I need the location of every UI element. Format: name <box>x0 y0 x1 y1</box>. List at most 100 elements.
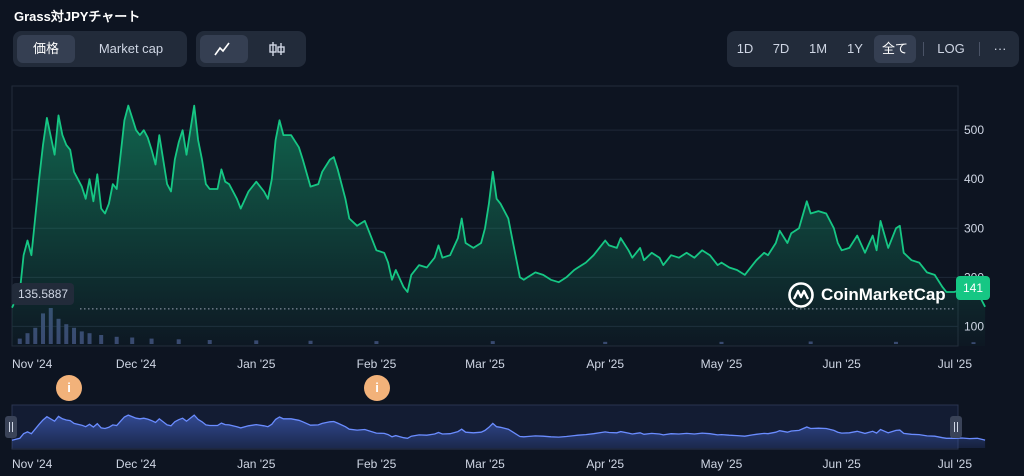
price-point <box>46 117 48 119</box>
price-point <box>755 259 757 261</box>
price-point <box>511 237 513 239</box>
price-point <box>616 247 618 249</box>
price-point <box>364 220 366 222</box>
price-point <box>426 266 428 268</box>
price-point <box>984 306 986 308</box>
candlestick-button[interactable] <box>254 35 302 63</box>
price-point <box>449 254 451 256</box>
x-tick-label: Jul '25 <box>938 357 973 371</box>
price-point <box>395 269 397 271</box>
price-point <box>887 247 889 249</box>
price-point <box>174 158 176 160</box>
range-7d-button[interactable]: 7D <box>772 41 790 56</box>
price-point <box>778 230 780 232</box>
price-point <box>84 198 86 200</box>
price-point <box>619 237 621 239</box>
x-tick-label: Jun '25 <box>823 357 862 371</box>
range-all-button[interactable]: 全て <box>874 35 916 63</box>
price-point <box>461 217 463 219</box>
price-point <box>825 212 827 214</box>
line-chart-icon <box>214 42 230 56</box>
price-point <box>837 242 839 244</box>
price-point <box>271 178 273 180</box>
price-point <box>899 225 901 227</box>
price-point <box>751 264 753 266</box>
price-point <box>658 256 660 258</box>
price-point <box>934 274 936 276</box>
price-point <box>480 242 482 244</box>
price-marketcap-toggle: 価格 Market cap <box>13 31 187 67</box>
price-point <box>216 188 218 190</box>
price-point <box>228 183 230 185</box>
price-point <box>42 144 44 146</box>
y-tick-label: 500 <box>964 123 984 137</box>
price-point <box>22 254 24 256</box>
price-point <box>329 158 331 160</box>
price-point <box>88 178 90 180</box>
price-point <box>457 237 459 239</box>
navigator-right-handle[interactable] <box>950 416 962 438</box>
price-point <box>73 171 75 173</box>
y-tick-label: 300 <box>964 221 984 235</box>
price-point <box>565 276 567 278</box>
price-point <box>441 256 443 258</box>
line-chart-button[interactable] <box>200 35 248 63</box>
price-point <box>736 269 738 271</box>
price-point <box>166 183 168 185</box>
y-tick-label: 400 <box>964 172 984 186</box>
range-1d-button[interactable]: 1D <box>736 41 754 56</box>
price-point <box>127 104 129 106</box>
event-marker[interactable]: i <box>364 375 390 401</box>
price-point <box>178 141 180 143</box>
x-tick-label: May '25 <box>701 357 743 371</box>
price-point <box>11 307 13 309</box>
price-point <box>255 180 257 182</box>
price-point <box>209 188 211 190</box>
more-options-button[interactable]: ··· <box>993 41 1007 56</box>
price-point <box>534 271 536 273</box>
price-point <box>205 183 207 185</box>
price-point <box>557 281 559 283</box>
x-tick-label: Nov '24 <box>12 357 53 371</box>
price-point <box>484 227 486 229</box>
price-point <box>201 158 203 160</box>
price-point <box>170 190 172 192</box>
price-point <box>806 200 808 202</box>
price-point <box>154 163 156 165</box>
price-point <box>418 264 420 266</box>
price-point <box>375 249 377 251</box>
log-scale-button[interactable]: LOG <box>937 41 965 56</box>
price-point <box>817 210 819 212</box>
price-point <box>895 227 897 229</box>
navigator-left-handle[interactable] <box>5 416 17 438</box>
price-point <box>348 217 350 219</box>
price-point <box>321 171 323 173</box>
navigator-tick-label: Mar '25 <box>465 457 505 471</box>
price-point <box>278 119 280 121</box>
price-point <box>550 279 552 281</box>
price-point <box>410 274 412 276</box>
price-point <box>464 242 466 244</box>
price-point <box>119 153 121 155</box>
price-point <box>391 279 393 281</box>
price-point <box>879 220 881 222</box>
price-point <box>282 134 284 136</box>
price-tab[interactable]: 価格 <box>17 35 75 63</box>
price-point <box>65 144 67 146</box>
price-point <box>585 261 587 263</box>
price-point <box>263 190 265 192</box>
price-point <box>864 252 866 254</box>
navigator-tick-label: Nov '24 <box>12 457 53 471</box>
market-cap-tab[interactable]: Market cap <box>98 41 164 56</box>
price-point <box>26 239 28 241</box>
price-point <box>693 256 695 258</box>
price-point <box>678 256 680 258</box>
price-point <box>631 256 633 258</box>
range-1m-button[interactable]: 1M <box>808 41 828 56</box>
price-point <box>495 198 497 200</box>
price-point <box>336 168 338 170</box>
event-marker[interactable]: i <box>56 375 82 401</box>
range-1y-button[interactable]: 1Y <box>847 41 863 56</box>
price-point <box>344 198 346 200</box>
